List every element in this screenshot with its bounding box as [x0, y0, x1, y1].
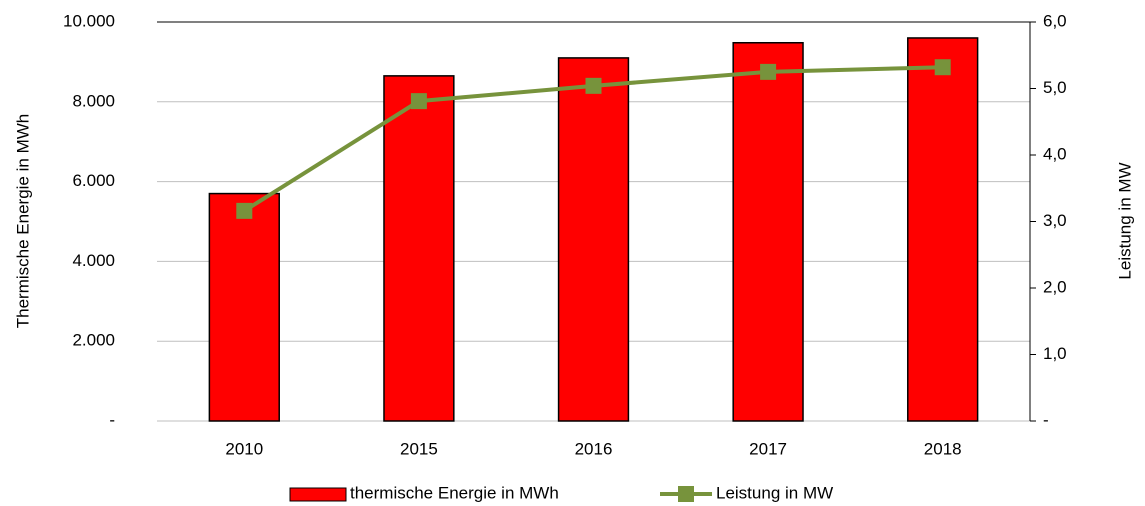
y-axis-title: Thermische Energie in MWh	[13, 114, 32, 328]
y2-tick-label: 4,0	[1043, 144, 1067, 163]
bar	[383, 75, 455, 422]
x-tick-label: 2018	[924, 439, 962, 458]
y-tick-label: 6.000	[72, 171, 115, 190]
legend-label: Leistung in MW	[716, 483, 833, 502]
y2-tick-label: 2,0	[1043, 277, 1067, 296]
x-tick-label: 2015	[400, 439, 438, 458]
y-tick-label: -	[109, 410, 115, 429]
y-tick-label: 8.000	[72, 91, 115, 110]
y2-tick-label: 6,0	[1043, 11, 1067, 30]
line-marker	[585, 77, 602, 94]
y2-axis-title: Leistung in MW	[1115, 162, 1134, 279]
line-marker	[934, 59, 951, 76]
y2-tick-label: 5,0	[1043, 78, 1067, 97]
y2-tick-label: 1,0	[1043, 344, 1067, 363]
bar	[208, 192, 280, 422]
bar	[907, 37, 979, 422]
y-tick-label: 10.000	[63, 11, 115, 30]
x-tick-label: 2010	[225, 439, 263, 458]
y2-tick-label: -	[1043, 410, 1049, 429]
line-marker	[236, 202, 253, 219]
x-tick-label: 2016	[575, 439, 613, 458]
x-tick-label: 2017	[749, 439, 787, 458]
y2-tick-label: 3,0	[1043, 211, 1067, 230]
y-tick-label: 4.000	[72, 251, 115, 270]
line-marker	[410, 93, 427, 110]
bar	[557, 57, 630, 422]
legend-label: thermische Energie in MWh	[350, 483, 559, 502]
bar	[732, 41, 804, 422]
line-marker	[760, 63, 777, 80]
legend-swatch	[678, 486, 694, 502]
legend-swatch	[289, 487, 347, 502]
y-tick-label: 2.000	[72, 331, 115, 350]
